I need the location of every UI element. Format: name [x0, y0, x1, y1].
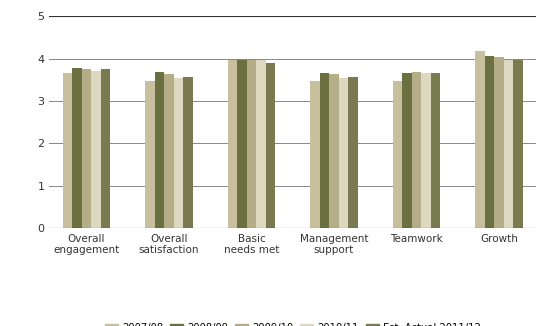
Bar: [412, 72, 421, 228]
Bar: [101, 69, 110, 228]
Bar: [266, 63, 275, 228]
Bar: [319, 73, 329, 228]
Bar: [72, 68, 82, 228]
Bar: [504, 60, 513, 228]
Bar: [145, 81, 155, 228]
Bar: [348, 77, 358, 228]
Bar: [256, 60, 266, 228]
Bar: [155, 72, 164, 228]
Bar: [430, 73, 440, 228]
Bar: [402, 73, 412, 228]
Bar: [329, 74, 339, 228]
Bar: [247, 60, 256, 228]
Bar: [237, 60, 247, 228]
Bar: [228, 60, 237, 228]
Bar: [339, 78, 348, 228]
Bar: [421, 73, 430, 228]
Bar: [63, 73, 72, 228]
Bar: [310, 81, 319, 228]
Bar: [183, 77, 193, 228]
Bar: [475, 52, 485, 228]
Legend: 2007/08, 2008/09, 2009/10, 2010/11, Est. Actual 2011/12: 2007/08, 2008/09, 2009/10, 2010/11, Est.…: [105, 323, 480, 326]
Bar: [82, 69, 91, 228]
Bar: [91, 70, 101, 228]
Bar: [173, 78, 183, 228]
Bar: [393, 81, 402, 228]
Bar: [513, 60, 522, 228]
Bar: [164, 74, 173, 228]
Bar: [485, 56, 494, 228]
Bar: [494, 57, 504, 228]
